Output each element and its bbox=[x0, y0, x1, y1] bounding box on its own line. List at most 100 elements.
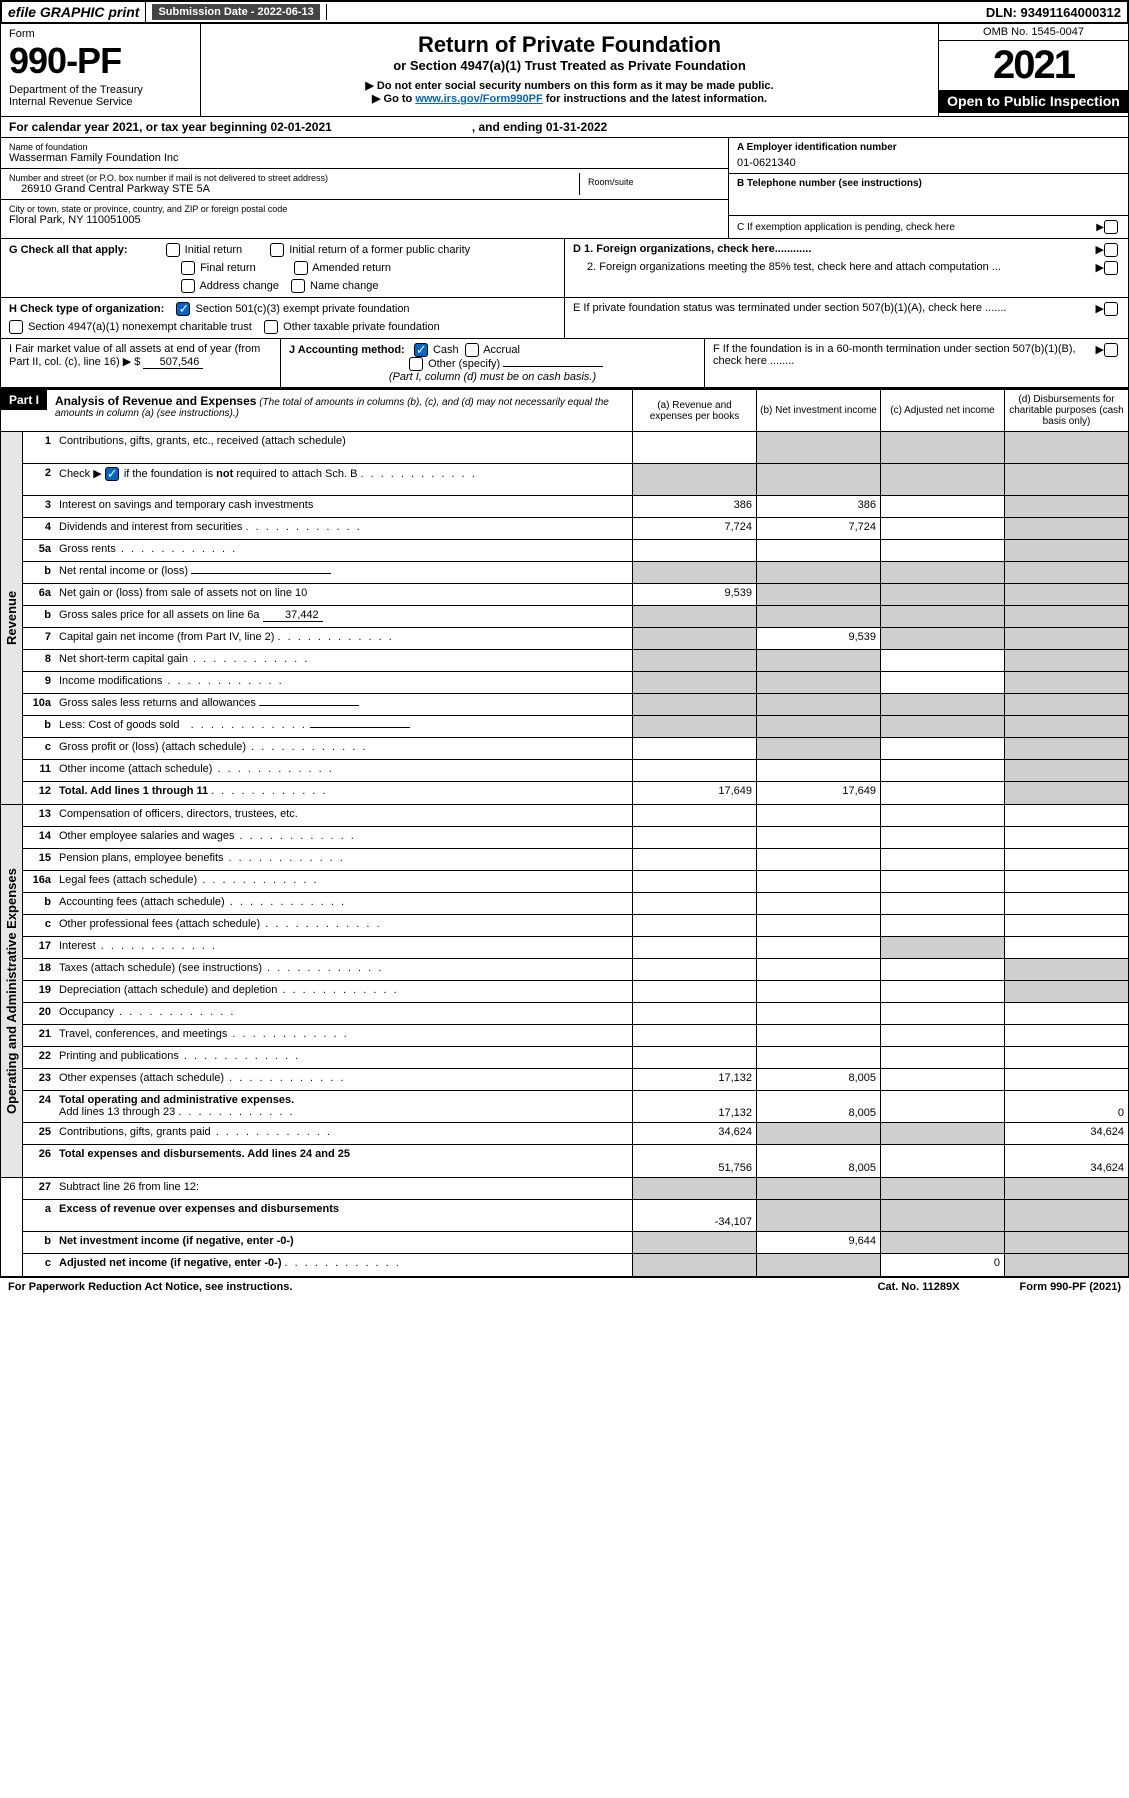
foundation-name: Wasserman Family Foundation Inc bbox=[9, 152, 720, 164]
h-4947-cb[interactable] bbox=[9, 320, 23, 334]
form-title: Return of Private Foundation bbox=[209, 32, 930, 58]
j-cash-cb[interactable] bbox=[414, 343, 428, 357]
header-mid: Return of Private Foundation or Section … bbox=[201, 24, 938, 116]
d2-label: 2. Foreign organizations meeting the 85%… bbox=[573, 261, 1096, 275]
r4-b: 7,724 bbox=[756, 518, 880, 539]
g-o6: Name change bbox=[310, 280, 379, 292]
j-other-cb[interactable] bbox=[409, 357, 423, 371]
r16c-lbl: Other professional fees (attach schedule… bbox=[55, 915, 632, 936]
form-subtitle: or Section 4947(a)(1) Trust Treated as P… bbox=[209, 58, 930, 73]
ein-label: A Employer identification number bbox=[737, 142, 1120, 153]
c-label: C If exemption application is pending, c… bbox=[737, 222, 1096, 233]
c-cell: C If exemption application is pending, c… bbox=[729, 216, 1128, 238]
note-1: ▶ Do not enter social security numbers o… bbox=[209, 79, 930, 92]
part1-desc: Analysis of Revenue and Expenses (The to… bbox=[47, 390, 632, 431]
r10b-lbl: Less: Cost of goods sold bbox=[55, 716, 632, 737]
r27c-lbl: Adjusted net income (if negative, enter … bbox=[55, 1254, 632, 1276]
city-label: City or town, state or province, country… bbox=[9, 204, 720, 214]
col-c-head: (c) Adjusted net income bbox=[880, 390, 1004, 431]
form-header: Form 990-PF Department of the Treasury I… bbox=[0, 24, 1129, 117]
c-checkbox[interactable] bbox=[1104, 220, 1118, 234]
foot-mid: Cat. No. 11289X bbox=[878, 1281, 960, 1293]
e-label: E If private foundation status was termi… bbox=[573, 302, 1096, 334]
f-cb[interactable] bbox=[1104, 343, 1118, 357]
city-cell: City or town, state or province, country… bbox=[1, 200, 728, 230]
open-to-public: Open to Public Inspection bbox=[939, 90, 1128, 113]
part1-header: Part I Analysis of Revenue and Expenses … bbox=[0, 388, 1129, 432]
top-bar: efile GRAPHIC print Submission Date - 20… bbox=[0, 0, 1129, 24]
submission-date: Submission Date - 2022-06-13 bbox=[146, 4, 326, 20]
j-note: (Part I, column (d) must be on cash basi… bbox=[289, 371, 696, 383]
r10a-lbl: Gross sales less returns and allowances bbox=[55, 694, 632, 715]
g-name-cb[interactable] bbox=[291, 279, 305, 293]
j-cell: J Accounting method: Cash Accrual Other … bbox=[281, 339, 705, 387]
r5b-input[interactable] bbox=[191, 573, 331, 574]
col-d-head: (d) Disbursements for charitable purpose… bbox=[1004, 390, 1128, 431]
form-code: 990-PF bbox=[9, 40, 192, 82]
d1-cb[interactable] bbox=[1104, 243, 1118, 257]
room-lbl: Room/suite bbox=[588, 177, 634, 187]
instructions-link[interactable]: www.irs.gov/Form990PF bbox=[415, 93, 542, 105]
r2-cb[interactable] bbox=[105, 467, 119, 481]
r27-lbl: Subtract line 26 from line 12: bbox=[55, 1178, 632, 1199]
foot-left: For Paperwork Reduction Act Notice, see … bbox=[8, 1281, 292, 1293]
ein-cell: A Employer identification number 01-0621… bbox=[729, 138, 1128, 174]
g-o1: Initial return bbox=[185, 244, 242, 256]
ein-val: 01-0621340 bbox=[737, 153, 1120, 169]
g-o3: Final return bbox=[200, 262, 256, 274]
g-initial-former-cb[interactable] bbox=[270, 243, 284, 257]
h-other-cb[interactable] bbox=[264, 320, 278, 334]
r4-lbl: Dividends and interest from securities bbox=[55, 518, 632, 539]
r3-b: 386 bbox=[756, 496, 880, 517]
h-501c3-cb[interactable] bbox=[176, 302, 190, 316]
h-e-row: H Check type of organization: Section 50… bbox=[0, 298, 1129, 339]
d2-cb[interactable] bbox=[1104, 261, 1118, 275]
r26-b: 8,005 bbox=[756, 1145, 880, 1177]
i-j-f-row: I Fair market value of all assets at end… bbox=[0, 339, 1129, 388]
r10b-input[interactable] bbox=[310, 727, 410, 728]
r22-lbl: Printing and publications bbox=[55, 1047, 632, 1068]
r27b-b: 9,644 bbox=[756, 1232, 880, 1253]
col-b-head: (b) Net investment income bbox=[756, 390, 880, 431]
r21-lbl: Travel, conferences, and meetings bbox=[55, 1025, 632, 1046]
header-right: OMB No. 1545-0047 2021 Open to Public In… bbox=[938, 24, 1128, 116]
tel-label: B Telephone number (see instructions) bbox=[737, 178, 1120, 189]
r8-lbl: Net short-term capital gain bbox=[55, 650, 632, 671]
d-cell: D 1. Foreign organizations, check here..… bbox=[565, 239, 1128, 297]
r27a-a: -34,107 bbox=[632, 1200, 756, 1231]
r10a-input[interactable] bbox=[259, 705, 359, 706]
r16b-lbl: Accounting fees (attach schedule) bbox=[55, 893, 632, 914]
r2-lbl: Check ▶ if the foundation is not require… bbox=[55, 464, 632, 495]
cal-text: For calendar year 2021, or tax year begi… bbox=[9, 120, 332, 134]
f-cell: F If the foundation is in a 60-month ter… bbox=[705, 339, 1128, 387]
j-other-input[interactable] bbox=[503, 366, 603, 367]
g-o5: Address change bbox=[199, 280, 279, 292]
r3-a: 386 bbox=[632, 496, 756, 517]
revenue-side-label: Revenue bbox=[1, 432, 23, 804]
r6a-lbl: Net gain or (loss) from sale of assets n… bbox=[55, 584, 632, 605]
r6b-lbl: Gross sales price for all assets on line… bbox=[55, 606, 632, 627]
r24-a: 17,132 bbox=[632, 1091, 756, 1122]
g-address-cb[interactable] bbox=[181, 279, 195, 293]
g-final-cb[interactable] bbox=[181, 261, 195, 275]
e-cb[interactable] bbox=[1104, 302, 1118, 316]
r20-lbl: Occupancy bbox=[55, 1003, 632, 1024]
r3-lbl: Interest on savings and temporary cash i… bbox=[55, 496, 632, 517]
r25-a: 34,624 bbox=[632, 1123, 756, 1144]
r13-lbl: Compensation of officers, directors, tru… bbox=[55, 805, 632, 826]
r12-a: 17,649 bbox=[632, 782, 756, 804]
r11-lbl: Other income (attach schedule) bbox=[55, 760, 632, 781]
efile-label[interactable]: efile GRAPHIC print bbox=[2, 2, 146, 22]
name-cell: Name of foundation Wasserman Family Foun… bbox=[1, 138, 728, 169]
h-o2: Section 4947(a)(1) nonexempt charitable … bbox=[28, 321, 252, 333]
j-accrual-cb[interactable] bbox=[465, 343, 479, 357]
r26-d: 34,624 bbox=[1004, 1145, 1128, 1177]
r9-lbl: Income modifications bbox=[55, 672, 632, 693]
g-amended-cb[interactable] bbox=[294, 261, 308, 275]
d1-label: D 1. Foreign organizations, check here..… bbox=[573, 243, 1096, 257]
g-initial-cb[interactable] bbox=[166, 243, 180, 257]
expenses-table: Operating and Administrative Expenses 13… bbox=[0, 805, 1129, 1178]
r16a-lbl: Legal fees (attach schedule) bbox=[55, 871, 632, 892]
dln: DLN: 93491164000312 bbox=[980, 3, 1127, 22]
line27-table: 27Subtract line 26 from line 12: aExcess… bbox=[0, 1178, 1129, 1277]
